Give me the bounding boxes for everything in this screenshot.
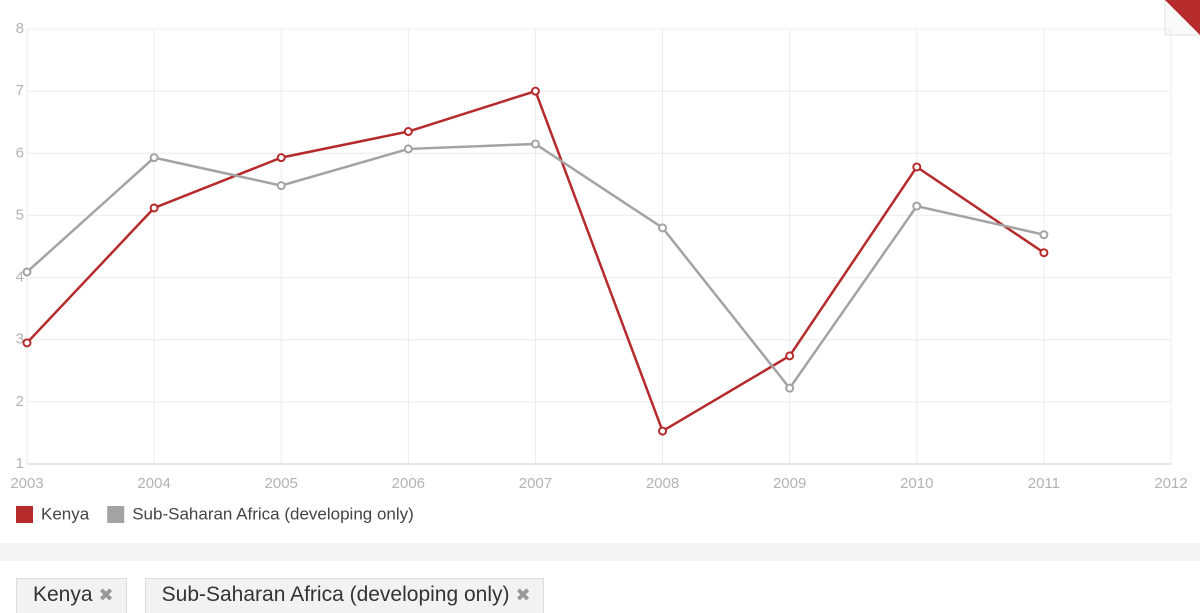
- filter-tag[interactable]: Kenya ✖: [16, 578, 127, 613]
- data-point: [276, 153, 286, 163]
- data-point: [276, 181, 286, 191]
- clip-icon: [1165, 0, 1200, 35]
- data-point: [530, 139, 540, 149]
- divider-band: [0, 543, 1200, 561]
- x-tick-label: 2006: [392, 475, 425, 492]
- x-tick-label: 2008: [646, 475, 679, 492]
- data-point: [912, 201, 922, 211]
- data-point: [530, 86, 540, 96]
- x-tick-label: 2012: [1154, 475, 1187, 492]
- chart: 1 2 3 4 5 6 7 8 2003 2004 2005 2006 2007 2008 2009 2010…: [10, 0, 1200, 523]
- data-point: [403, 144, 413, 154]
- legend-swatch: [107, 506, 125, 523]
- filter-label: Kenya: [33, 583, 93, 606]
- remove-icon[interactable]: ✖: [515, 585, 531, 605]
- data-point: [785, 383, 795, 393]
- data-point: [1039, 230, 1049, 240]
- filter-tag[interactable]: Sub-Saharan Africa (developing only) ✖: [144, 578, 544, 613]
- data-point: [22, 338, 32, 348]
- y-tick-label: 3: [16, 331, 24, 348]
- x-tick-label: 2011: [1028, 475, 1060, 492]
- x-tick-label: 2009: [773, 475, 806, 492]
- y-tick-label: 4: [16, 269, 24, 286]
- y-tick-label: 6: [16, 144, 24, 161]
- filter-label: Sub-Saharan Africa (developing only): [161, 583, 510, 606]
- data-point: [658, 223, 668, 233]
- legend-label: Kenya: [41, 504, 90, 523]
- data-point: [1039, 248, 1049, 258]
- data-point: [785, 351, 795, 361]
- remove-icon[interactable]: ✖: [98, 585, 114, 605]
- y-tick-label: 5: [16, 206, 24, 223]
- x-tick-label: 2004: [137, 475, 170, 492]
- x-tick-label: 2007: [519, 475, 552, 492]
- x-tick-label: 2003: [10, 475, 43, 492]
- filter-tags: Kenya ✖ Sub-Saharan Africa (developing onl…: [16, 578, 544, 613]
- data-point: [403, 127, 413, 137]
- x-tick-label: 2005: [265, 475, 298, 492]
- data-point: [149, 153, 159, 163]
- data-point: [912, 162, 922, 172]
- y-tick-label: 1: [16, 455, 24, 472]
- data-point: [149, 203, 159, 213]
- data-point: [658, 426, 668, 436]
- data-point: [22, 267, 32, 277]
- legend-swatch: [16, 506, 33, 523]
- y-tick-label: 7: [16, 82, 24, 99]
- x-tick-label: 2010: [900, 475, 933, 492]
- legend: Kenya Sub-Saharan Africa (developing only…: [16, 504, 414, 523]
- y-tick-label: 2: [16, 393, 24, 410]
- legend-label: Sub-Saharan Africa (developing only): [132, 504, 414, 523]
- y-tick-label: 8: [16, 20, 24, 37]
